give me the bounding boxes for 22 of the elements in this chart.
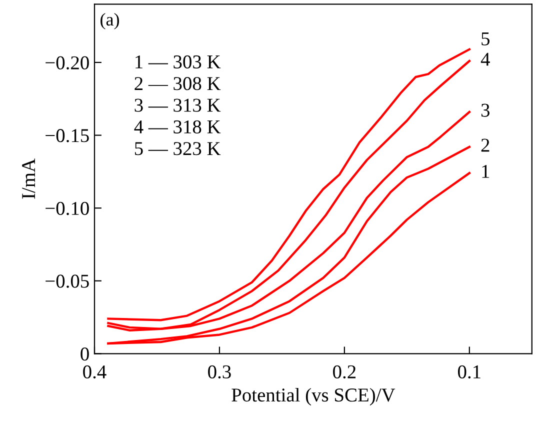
series-label: 1 [482, 164, 490, 178]
annotation: 5 — 323 K [134, 142, 221, 156]
annotation: 1 — 303 K [136, 55, 221, 68]
series-label: 5 [482, 32, 490, 46]
y-axis-title: I/mA [22, 158, 36, 199]
x-axis-title: Potential (vs SCE)/V [232, 388, 396, 406]
y-tick-label: −0.10 [46, 202, 89, 216]
x-tick-label: 0.3 [208, 365, 231, 379]
annotation: 3 — 313 K [134, 98, 221, 112]
series-label: 3 [481, 104, 490, 117]
x-tick-label: 0.1 [458, 365, 480, 379]
x-tick-label: 0.4 [83, 365, 106, 379]
annotation: 4 — 318 K [134, 120, 221, 134]
y-tick-label: −0.15 [46, 129, 89, 142]
x-tick-label: 0.2 [333, 365, 356, 379]
series-label: 2 [481, 138, 490, 152]
series-label: 4 [480, 52, 490, 66]
y-tick-label: −0.05 [46, 274, 89, 288]
y-tick-label: 0 [80, 347, 89, 361]
annotation: 2 — 308 K [134, 77, 221, 90]
y-tick-label: −0.20 [46, 56, 89, 70]
annotation: (a) [100, 12, 119, 30]
